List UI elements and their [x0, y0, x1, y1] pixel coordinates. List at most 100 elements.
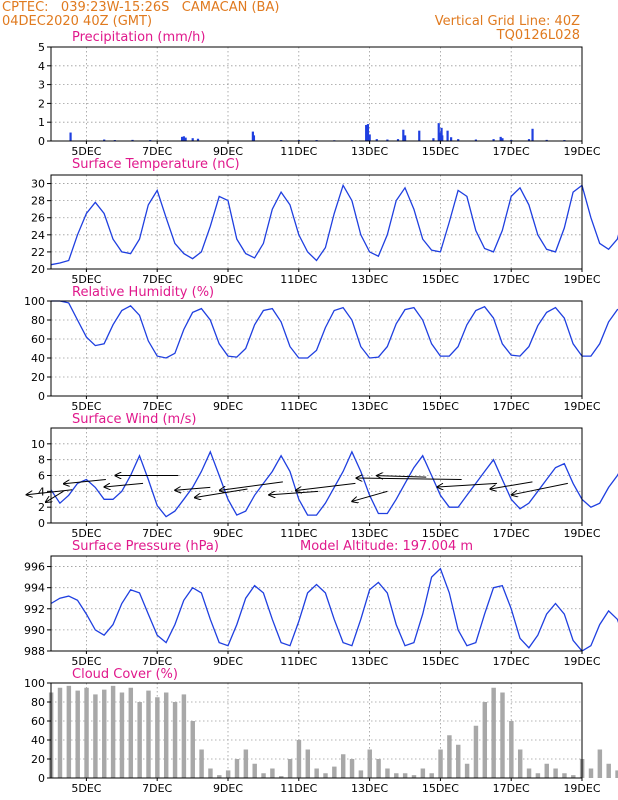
- cloud-title: Cloud Cover (%): [72, 667, 178, 682]
- cloud-bar: [535, 773, 541, 778]
- temp-xtick-label: 11DEC: [280, 273, 317, 286]
- temp-ytick-label: 20: [31, 263, 45, 276]
- precip-title: Precipitation (mm/h): [72, 30, 205, 45]
- precip-ytick-label: 5: [38, 41, 45, 54]
- temp-xtick-label: 17DEC: [493, 273, 530, 286]
- temp-ytick-label: 30: [31, 178, 45, 191]
- precip-ytick-label: 1: [38, 116, 45, 129]
- rh-grid: [51, 300, 583, 397]
- precip-xtick-label: 13DEC: [351, 145, 388, 158]
- wind-arrow: [512, 482, 568, 494]
- cloud-ytick-label: 60: [31, 715, 45, 728]
- wind-arrow: [269, 490, 319, 495]
- wind-xtick-label: 13DEC: [351, 527, 388, 540]
- panel-rh: Relative Humidity (%) 0 20 40 60 80 100 5DEC 7DE…: [24, 285, 618, 413]
- cloud-xtick-label: 15DEC: [422, 782, 459, 795]
- precip-grid: [51, 46, 583, 142]
- precip-bar: [441, 135, 444, 141]
- cloud-bar: [119, 692, 125, 778]
- pressure-xtick-label: 19DEC: [563, 655, 600, 668]
- precip-ytick-label: 4: [38, 60, 45, 73]
- temp-xtick-label: 5DEC: [71, 273, 101, 286]
- cloud-bar: [323, 773, 328, 778]
- rh-ytick-label: 40: [31, 352, 45, 365]
- precip-bar: [252, 135, 256, 141]
- pressure-xtick-label: 15DEC: [422, 655, 459, 668]
- wind-arrow: [104, 482, 144, 487]
- wind-xtick-label: 17DEC: [493, 527, 530, 540]
- precip-bar: [402, 129, 405, 141]
- cloud-bar: [411, 775, 417, 778]
- cloud-bar: [429, 773, 434, 778]
- precip-bar: [191, 138, 194, 141]
- cloud-bar: [296, 740, 302, 778]
- pressure-grid: [51, 556, 583, 652]
- temp-ytick-label: 28: [31, 195, 45, 208]
- cloud-bar: [509, 721, 514, 778]
- pressure-xtick-label: 17DEC: [493, 655, 530, 668]
- panel-pressure: Surface Pressure (hPa) 988 990 992 994 996 5DE…: [24, 539, 618, 668]
- precip-bar: [531, 128, 534, 141]
- cloud-bar: [225, 770, 231, 778]
- rh-title: Relative Humidity (%): [72, 285, 214, 300]
- header-date: 04DEC2020 40Z (GMT): [2, 14, 153, 29]
- precip-bar: [437, 123, 440, 141]
- cloud-bar: [163, 692, 169, 778]
- precip-bar: [365, 125, 368, 141]
- cloud-bar: [615, 770, 618, 778]
- pressure-xtick-label: 9DEC: [213, 655, 243, 668]
- cloud-bar: [420, 768, 426, 778]
- pressure-ytick-label: 990: [24, 624, 45, 637]
- cloud-bar: [102, 689, 107, 778]
- precip-xtick-label: 9DEC: [213, 145, 243, 158]
- cloud-bar: [234, 759, 240, 778]
- cloud-bar: [75, 690, 80, 778]
- cloud-xtick-label: 5DEC: [71, 782, 101, 795]
- cloud-bar: [314, 768, 319, 778]
- cloud-bar: [376, 759, 381, 778]
- cloud-bar: [571, 775, 576, 778]
- cloud-xtick-label: 17DEC: [493, 782, 530, 795]
- temp-ytick-label: 24: [31, 229, 45, 242]
- cloud-bar: [553, 768, 558, 778]
- precip-bar: [474, 139, 477, 141]
- rh-xtick-label: 5DEC: [71, 400, 101, 413]
- precip-bar: [545, 139, 548, 141]
- cloud-bar: [562, 773, 567, 778]
- wind-arrow: [46, 490, 64, 502]
- temp-series-line: [50, 183, 618, 266]
- cloud-bar: [287, 759, 293, 778]
- precip-bar: [180, 136, 184, 141]
- precip-ytick-label: 0: [38, 135, 45, 148]
- cloud-bar: [128, 687, 134, 778]
- cloud-bar: [349, 759, 355, 778]
- wind-arrow: [357, 478, 462, 479]
- precip-bar: [432, 138, 435, 141]
- precip-bar: [366, 124, 370, 141]
- rh-ytick-label: 80: [31, 314, 45, 327]
- precip-bar: [418, 130, 421, 141]
- panel-temp: Surface Temperature (nC) 20 22 24 26 28 30 5DEC…: [31, 157, 618, 286]
- temp-title: Surface Temperature (nC): [72, 157, 240, 172]
- cloud-bar: [606, 763, 611, 778]
- cloud-bar: [588, 768, 594, 778]
- cloud-bar: [93, 694, 98, 778]
- pressure-xtick-label: 11DEC: [280, 655, 317, 668]
- precip-bar: [499, 136, 502, 141]
- cloud-xtick-label: 19DEC: [563, 782, 600, 795]
- cloud-xtick-label: 9DEC: [213, 782, 243, 795]
- precip-bar: [457, 139, 460, 141]
- cloud-ytick-label: 100: [24, 677, 45, 690]
- cloud-bar: [270, 768, 275, 778]
- precip-xtick-label: 19DEC: [563, 145, 600, 158]
- cloud-bar: [57, 687, 63, 778]
- precip-bar: [501, 138, 504, 141]
- wind-xtick-label: 5DEC: [71, 527, 101, 540]
- rh-xtick-label: 17DEC: [493, 400, 530, 413]
- cloud-bar: [394, 773, 399, 778]
- cloud-bar: [84, 687, 89, 778]
- cloud-bar: [243, 749, 249, 778]
- precip-ytick-label: 2: [38, 97, 45, 110]
- cloud-bar: [340, 754, 346, 778]
- precip-xtick-label: 7DEC: [142, 145, 172, 158]
